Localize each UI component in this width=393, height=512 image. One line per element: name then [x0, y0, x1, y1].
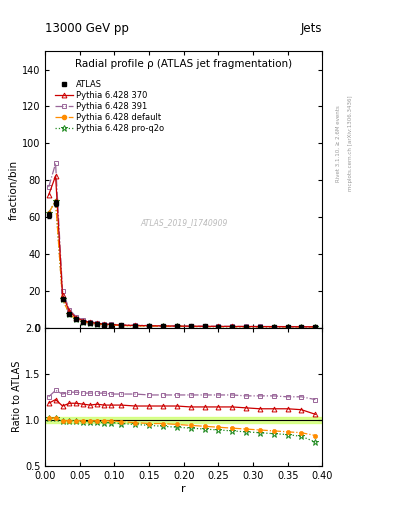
Text: Rivet 3.1.10, ≥ 2.6M events: Rivet 3.1.10, ≥ 2.6M events — [336, 105, 341, 182]
Text: ATLAS_2019_I1740909: ATLAS_2019_I1740909 — [140, 218, 228, 227]
Y-axis label: Ratio to ATLAS: Ratio to ATLAS — [12, 361, 22, 433]
Legend: ATLAS, Pythia 6.428 370, Pythia 6.428 391, Pythia 6.428 default, Pythia 6.428 pr: ATLAS, Pythia 6.428 370, Pythia 6.428 39… — [52, 77, 167, 136]
Text: 13000 GeV pp: 13000 GeV pp — [45, 22, 129, 35]
X-axis label: r: r — [182, 483, 186, 494]
Y-axis label: fraction/bin: fraction/bin — [9, 159, 19, 220]
Text: Jets: Jets — [301, 22, 322, 35]
Text: mcplots.cern.ch [arXiv:1306.3436]: mcplots.cern.ch [arXiv:1306.3436] — [348, 96, 353, 191]
Bar — [45, 417, 322, 422]
Text: Radial profile ρ (ATLAS jet fragmentation): Radial profile ρ (ATLAS jet fragmentatio… — [75, 59, 292, 70]
